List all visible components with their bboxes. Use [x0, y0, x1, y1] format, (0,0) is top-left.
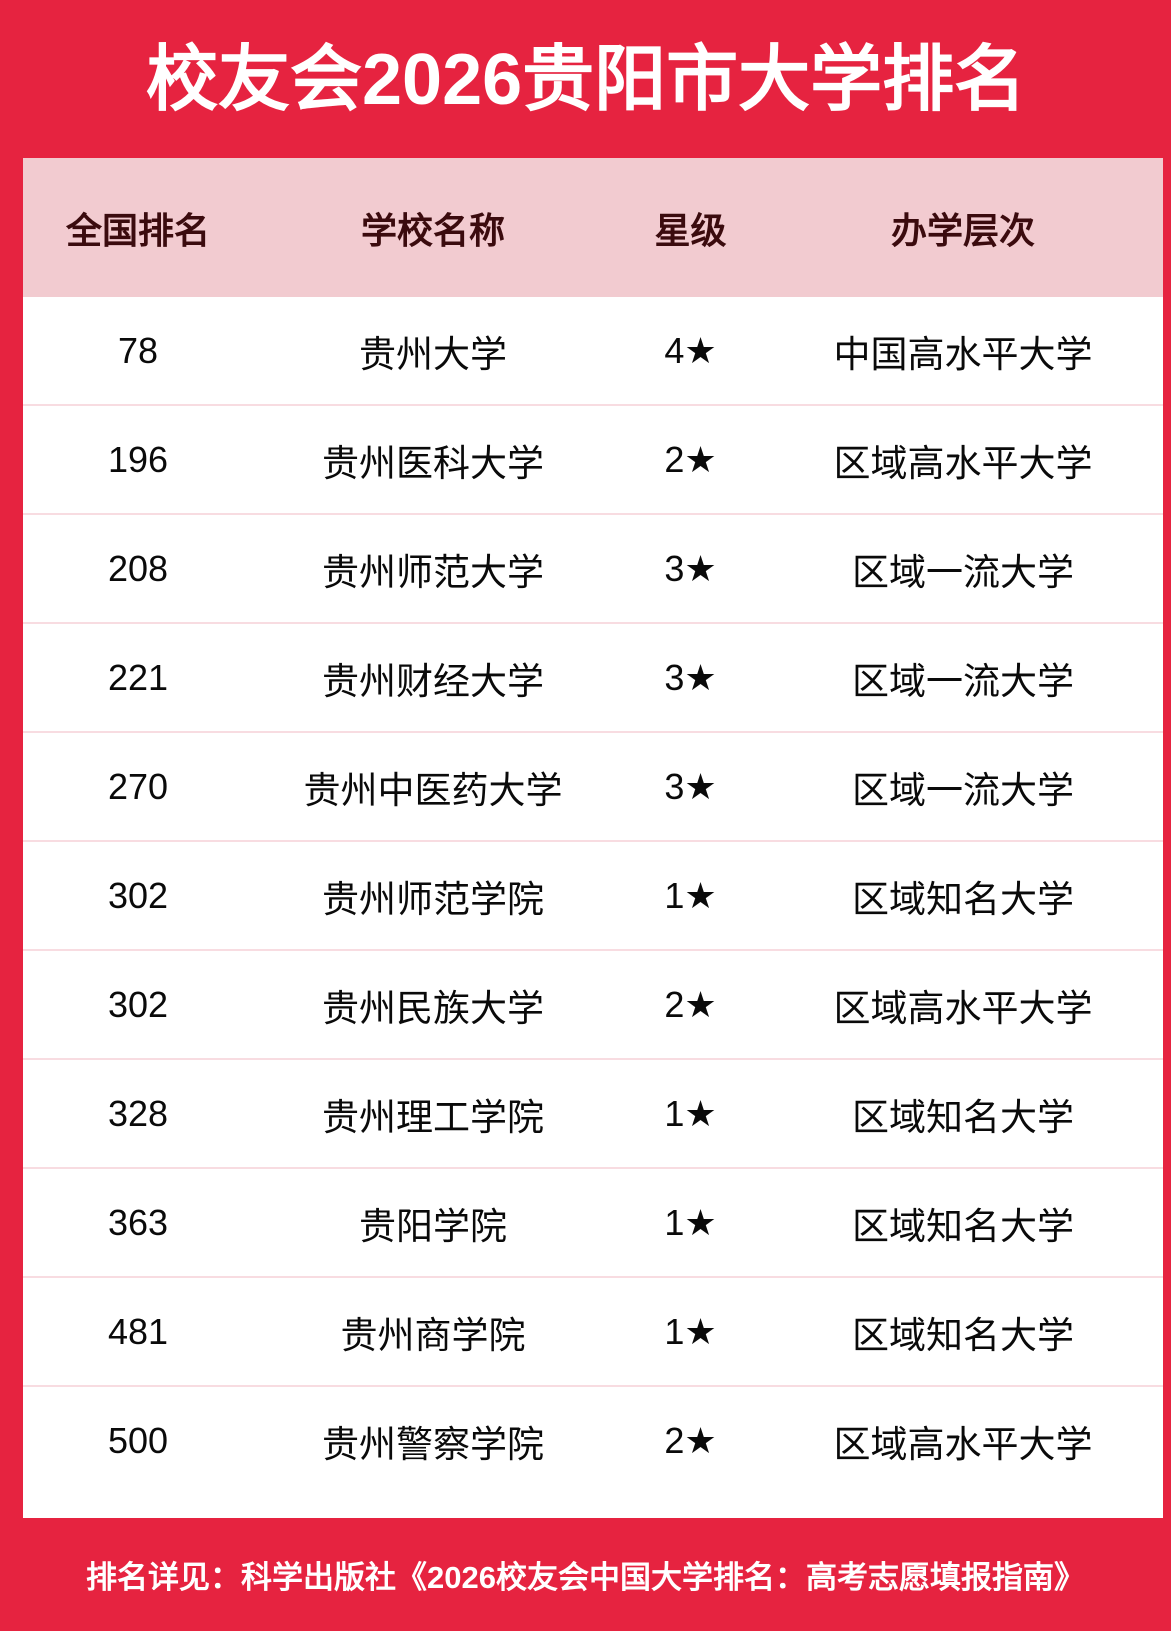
cell-stars: 3★	[664, 547, 717, 589]
cell-rank: 328	[107, 1092, 169, 1134]
cell-stars: 2★	[664, 438, 717, 480]
cell-rank: 196	[107, 438, 169, 480]
cell-stars: 1★	[664, 1310, 717, 1352]
table-row: 481 贵州商学院 1★ 区域知名大学	[23, 1276, 1163, 1385]
cell-tier: 区域知名大学	[852, 1205, 1074, 1247]
cell-rank: 221	[107, 656, 169, 698]
cell-school: 贵州民族大学	[322, 987, 544, 1029]
cell-tier: 区域一流大学	[852, 551, 1074, 593]
cell-school: 贵州理工学院	[322, 1096, 544, 1138]
cell-tier: 中国高水平大学	[833, 333, 1093, 375]
column-header-tier: 办学层次	[890, 209, 1035, 251]
cell-rank: 270	[107, 765, 169, 807]
cell-tier: 区域知名大学	[852, 878, 1074, 920]
cell-stars: 2★	[664, 983, 717, 1025]
ranking-table: 全国排名 学校名称 星级 办学层次 78 贵州大学 4★ 中国高水平大学 196…	[23, 158, 1163, 1518]
table-row: 328 贵州理工学院 1★ 区域知名大学	[23, 1058, 1163, 1167]
cell-tier: 区域一流大学	[852, 769, 1074, 811]
table-row: 221 贵州财经大学 3★ 区域一流大学	[23, 622, 1163, 731]
column-header-stars: 星级	[654, 209, 727, 251]
table-row: 500 贵州警察学院 2★ 区域高水平大学	[23, 1385, 1163, 1494]
table-header-row: 全国排名 学校名称 星级 办学层次	[23, 158, 1163, 297]
table-row: 196 贵州医科大学 2★ 区域高水平大学	[23, 404, 1163, 513]
cell-tier: 区域高水平大学	[833, 987, 1093, 1029]
table-row: 302 贵州民族大学 2★ 区域高水平大学	[23, 949, 1163, 1058]
table-row: 270 贵州中医药大学 3★ 区域一流大学	[23, 731, 1163, 840]
cell-tier: 区域高水平大学	[833, 442, 1093, 484]
cell-rank: 302	[107, 983, 169, 1025]
cell-rank: 78	[117, 329, 159, 371]
cell-school: 贵州师范大学	[322, 551, 544, 593]
table-row: 302 贵州师范学院 1★ 区域知名大学	[23, 840, 1163, 949]
cell-school: 贵州商学院	[340, 1314, 526, 1356]
column-header-school: 学校名称	[360, 209, 505, 251]
table-frame: 全国排名 学校名称 星级 办学层次 78 贵州大学 4★ 中国高水平大学 196…	[0, 158, 1171, 1518]
table-row: 78 贵州大学 4★ 中国高水平大学	[23, 297, 1163, 404]
cell-tier: 区域知名大学	[852, 1314, 1074, 1356]
cell-school: 贵州警察学院	[322, 1423, 544, 1465]
table-row: 363 贵阳学院 1★ 区域知名大学	[23, 1167, 1163, 1276]
footer-source-note: 排名详见：科学出版社《2026校友会中国大学排名：高考志愿填报指南》	[86, 1560, 1085, 1595]
footer-banner: 排名详见：科学出版社《2026校友会中国大学排名：高考志愿填报指南》	[0, 1518, 1171, 1631]
cell-tier: 区域一流大学	[852, 660, 1074, 702]
cell-tier: 区域高水平大学	[833, 1423, 1093, 1465]
cell-stars: 3★	[664, 656, 717, 698]
cell-rank: 208	[107, 547, 169, 589]
cell-tier: 区域知名大学	[852, 1096, 1074, 1138]
cell-school: 贵州医科大学	[322, 442, 544, 484]
page-title: 校友会2026贵阳市大学排名	[146, 40, 1027, 120]
cell-school: 贵阳学院	[359, 1205, 507, 1247]
cell-rank: 302	[107, 874, 169, 916]
cell-stars: 3★	[664, 765, 717, 807]
table-body: 78 贵州大学 4★ 中国高水平大学 196 贵州医科大学 2★ 区域高水平大学…	[23, 297, 1163, 1494]
cell-school: 贵州师范学院	[322, 878, 544, 920]
cell-stars: 4★	[664, 329, 717, 371]
cell-school: 贵州中医药大学	[303, 769, 563, 811]
cell-school: 贵州财经大学	[322, 660, 544, 702]
table-row: 208 贵州师范大学 3★ 区域一流大学	[23, 513, 1163, 622]
cell-school: 贵州大学	[359, 333, 507, 375]
cell-stars: 2★	[664, 1419, 717, 1461]
cell-rank: 500	[107, 1419, 169, 1461]
cell-stars: 1★	[664, 1092, 717, 1134]
cell-stars: 1★	[664, 1201, 717, 1243]
column-header-rank: 全国排名	[65, 209, 210, 251]
cell-rank: 363	[107, 1201, 169, 1243]
cell-stars: 1★	[664, 874, 717, 916]
cell-rank: 481	[107, 1310, 169, 1352]
title-banner: 校友会2026贵阳市大学排名	[0, 0, 1171, 158]
